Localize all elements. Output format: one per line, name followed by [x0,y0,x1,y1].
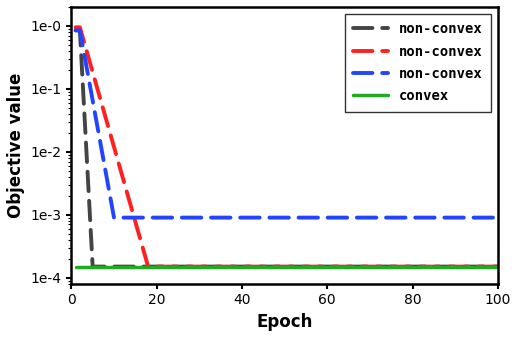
non-convex [294,216,300,220]
Line: non-convex: non-convex [76,30,498,267]
non-convex [158,216,164,220]
non-convex [294,265,300,269]
non-convex [465,265,471,269]
non-convex [328,216,335,220]
non-convex [465,265,471,269]
convex [73,265,79,269]
non-convex [111,216,117,220]
convex [153,265,160,269]
non-convex [478,216,484,220]
non-convex [495,216,501,220]
non-convex [175,265,181,269]
non-convex [328,265,335,269]
non-convex [495,265,501,269]
non-convex [175,265,181,269]
convex [473,265,480,269]
non-convex [90,265,96,269]
non-convex [478,265,484,269]
convex [495,265,501,269]
convex [324,265,330,269]
non-convex [175,216,181,220]
non-convex [294,265,300,269]
Line: non-convex: non-convex [76,27,498,267]
Y-axis label: Objective value: Objective value [7,73,25,218]
non-convex [495,265,501,269]
non-convex [328,265,335,269]
non-convex [465,216,471,220]
non-convex [73,28,79,32]
convex [461,265,467,269]
convex [290,265,296,269]
non-convex [158,265,164,269]
convex [170,265,177,269]
non-convex [145,265,151,269]
X-axis label: Epoch: Epoch [256,313,313,331]
non-convex [73,28,79,32]
Legend: non-convex, non-convex, non-convex, convex: non-convex, non-convex, non-convex, conv… [344,14,491,112]
non-convex [73,25,79,29]
Line: non-convex: non-convex [76,30,498,218]
non-convex [158,265,164,269]
non-convex [478,265,484,269]
